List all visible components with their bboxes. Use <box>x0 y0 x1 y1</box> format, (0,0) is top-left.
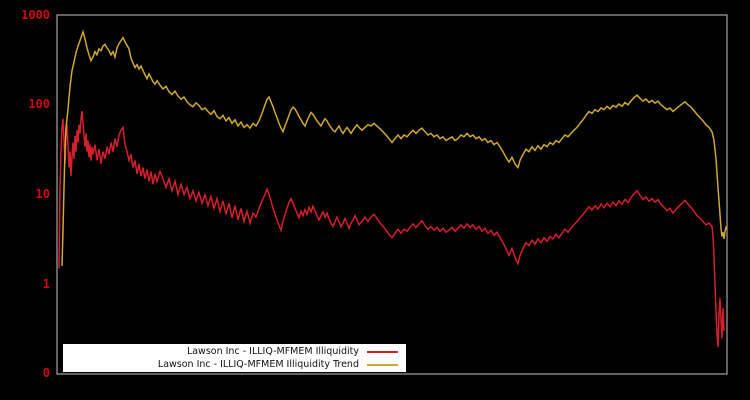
legend-label-trend: Lawson Inc - ILLIQ-MFMEM Illiquidity Tre… <box>157 359 359 370</box>
legend-box: Lawson Inc - ILLIQ-MFMEM Illiquidity Law… <box>63 344 406 372</box>
legend-line-sample-trend <box>367 363 398 366</box>
legend-label-illiquidity: Lawson Inc - ILLIQ-MFMEM Illiquidity <box>186 346 359 357</box>
series-line-illiquidity <box>58 111 725 348</box>
y-tick-label-1000: 1000 <box>21 8 50 22</box>
legend-line-sample-illiquidity <box>367 350 398 353</box>
legend-entry-trend: Lawson Inc - ILLIQ-MFMEM Illiquidity Tre… <box>63 358 406 371</box>
y-tick-label-1: 1 <box>42 277 50 291</box>
plot-frame <box>56 14 728 375</box>
y-tick-label-100: 100 <box>28 97 50 111</box>
y-tick-label-0: 0 <box>42 366 50 380</box>
y-tick-label-10: 10 <box>35 187 50 201</box>
series-line-trend <box>61 29 728 266</box>
legend-entry-illiquidity: Lawson Inc - ILLIQ-MFMEM Illiquidity <box>63 345 406 358</box>
